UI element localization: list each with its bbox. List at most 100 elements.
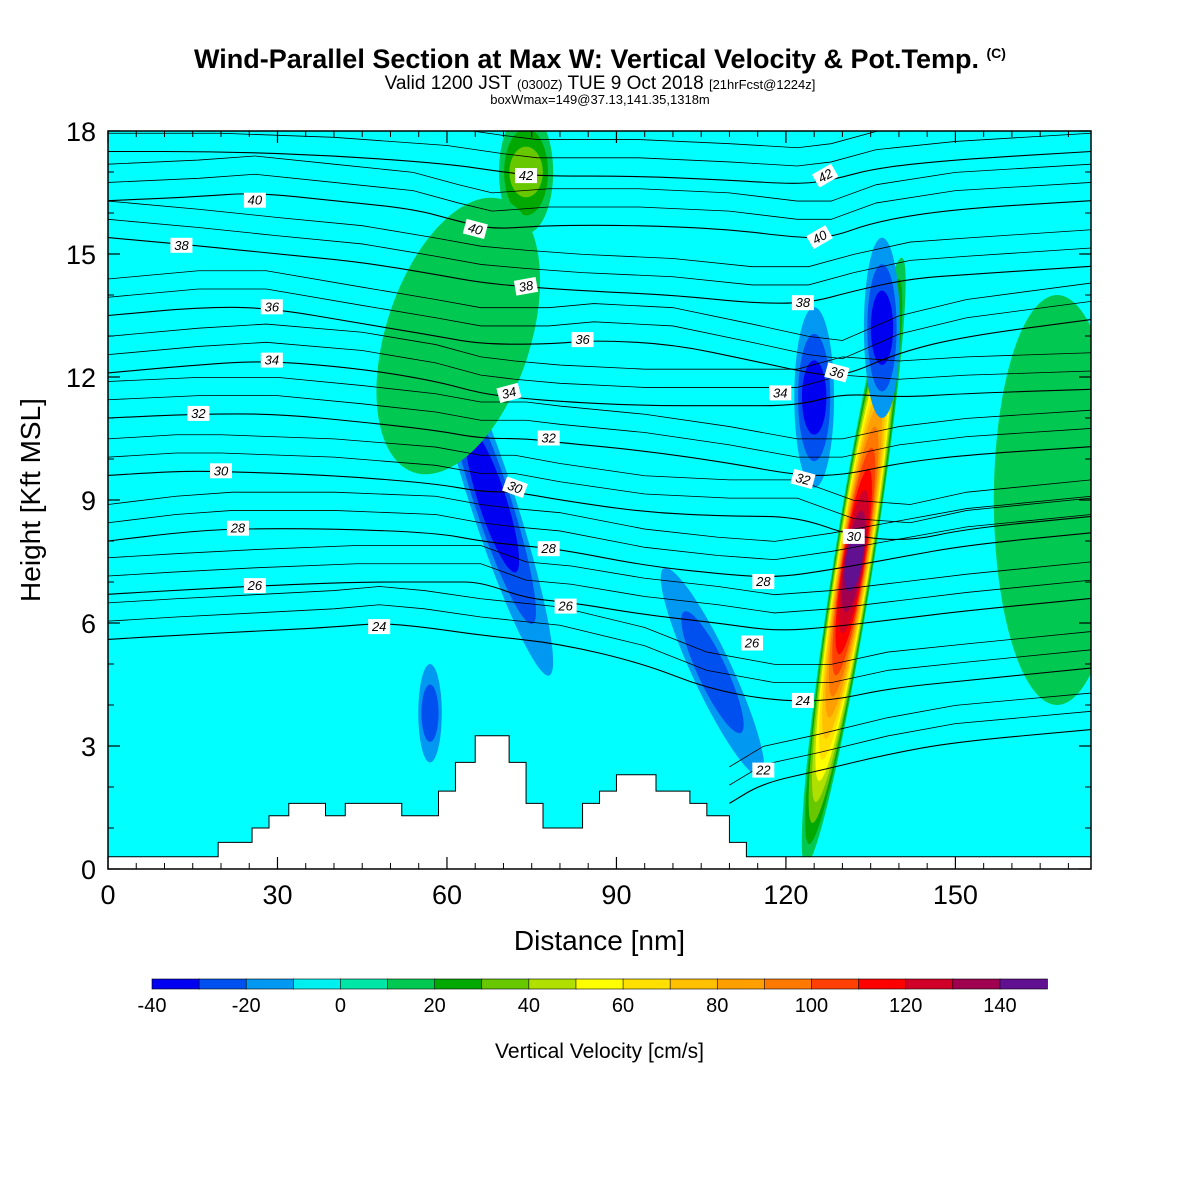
contour-label-bg <box>462 218 488 240</box>
x-tick-label: 60 <box>432 880 462 910</box>
contour-label: 40 <box>248 193 263 208</box>
y-tick-label: 0 <box>81 855 96 885</box>
theta-minor-contour <box>108 200 1091 268</box>
theta-minor-contour <box>108 341 1091 388</box>
theta-minor-contour <box>108 395 1091 458</box>
y-axis-title: Height [Kft MSL] <box>15 398 46 602</box>
theta-minor-contour <box>108 218 1091 286</box>
theta-minor-contour <box>108 545 1091 596</box>
colorbar-swatch <box>387 978 436 990</box>
colorbar-swatch <box>811 978 860 990</box>
contour-label-bg <box>769 385 792 401</box>
contour-label-group: 38 <box>513 277 539 296</box>
contour-label-bg <box>811 163 839 188</box>
contour-label: 32 <box>191 406 206 421</box>
w-level-band <box>681 611 744 734</box>
vertical-velocity-field <box>376 131 1091 866</box>
contour-label: 28 <box>230 521 246 536</box>
contour-label-group: 32 <box>790 468 816 490</box>
w-feature-5 <box>418 664 442 763</box>
colorbar-tick-label: 20 <box>424 995 446 1017</box>
contour-label: 42 <box>519 168 534 183</box>
potential-temperature-contours <box>108 131 1091 804</box>
contour-label: 26 <box>557 599 573 614</box>
w-level-band <box>465 427 520 573</box>
contour-label-bg <box>243 578 266 594</box>
colorbar-swatch <box>764 978 813 990</box>
contour-label: 38 <box>174 238 189 253</box>
contour-label-group: 26 <box>243 578 266 594</box>
colorbar-swatch <box>622 978 671 990</box>
y-tick-label: 12 <box>66 363 96 393</box>
y-tick-label: 18 <box>66 117 96 147</box>
contour-label-bg <box>260 352 283 368</box>
contour-label-group: 36 <box>571 332 594 348</box>
y-tick-label: 3 <box>81 732 96 762</box>
copyright-mark: (C) <box>986 45 1006 61</box>
colorbar-tick-label: 140 <box>983 995 1016 1017</box>
contour-label-bg <box>513 277 539 296</box>
date-label: TUE 9 Oct 2018 <box>567 73 704 94</box>
contour-label-group: 24 <box>791 692 814 708</box>
contour-label: 24 <box>371 619 386 634</box>
contour-label-bg <box>554 598 577 614</box>
colorbar-swatch <box>905 978 954 990</box>
theta-minor-contour <box>108 563 1091 614</box>
theta-minor-contour <box>108 491 1091 542</box>
theta-contour-24 <box>108 623 1091 702</box>
w-feature-8 <box>993 295 1091 705</box>
contour-label: 36 <box>828 363 847 381</box>
contour-label-group: 28 <box>226 520 249 536</box>
contour-label: 30 <box>506 478 525 497</box>
colorbar-swatch <box>245 978 295 990</box>
w-level-band <box>801 360 827 435</box>
contour-label-bg <box>209 463 232 479</box>
contour-label-bg <box>226 520 249 536</box>
contour-label: 28 <box>540 541 556 556</box>
contour-label: 36 <box>575 332 590 347</box>
contour-label-bg <box>842 528 865 544</box>
theta-contour-42 <box>108 150 1091 184</box>
contour-label-group: 30 <box>842 528 865 544</box>
x-tick-label: 0 <box>100 880 115 910</box>
contour-label: 32 <box>794 470 813 488</box>
theta-minor-contour <box>108 452 1091 524</box>
contour-label-group: 28 <box>537 541 560 557</box>
plot-clip-group: 22 24 24 26 26 26 28 28 28 30 30 30 32 32 32 34 34 34 36 36… <box>108 131 1091 869</box>
theta-minor-contour <box>108 173 1091 220</box>
contour-label-group: 34 <box>496 382 522 404</box>
y-tick-label: 15 <box>66 240 96 270</box>
w-feature-2 <box>794 307 835 488</box>
x-tick-label: 30 <box>262 880 292 910</box>
contour-label-group: 28 <box>752 574 775 589</box>
w-feature-3 <box>863 237 901 418</box>
x-tick-label: 90 <box>601 880 631 910</box>
forecast-label: [21hrFcst@1224z] <box>708 77 816 92</box>
contour-label-bg <box>806 225 833 250</box>
contour-label-group: 24 <box>368 619 391 635</box>
x-axis-title: Distance [nm] <box>514 925 685 956</box>
contour-label-group: 26 <box>741 635 764 651</box>
contour-label-group: 22 <box>752 762 775 778</box>
contour-label-group: 40 <box>243 192 266 208</box>
contour-label: 26 <box>247 578 263 593</box>
colorbar-swatch <box>858 978 907 990</box>
contour-label-group: 30 <box>209 463 232 479</box>
theta-minor-contour <box>108 270 1091 341</box>
contour-label: 24 <box>795 693 810 708</box>
contour-label-group: 32 <box>187 405 210 421</box>
theta-contour-36 <box>108 306 1091 376</box>
theta-minor-contour <box>729 692 1091 768</box>
colorbar: -40 -20 0 20 40 60 80 100 120 140 Vertical Velocit… <box>138 978 1048 1063</box>
contour-label-bg <box>791 295 814 311</box>
utc-label: (0300Z) <box>516 77 563 92</box>
theta-minor-contour <box>108 434 1091 505</box>
colorbar-tick-label: -40 <box>138 995 167 1017</box>
contour-label: 34 <box>265 353 279 368</box>
contour-label-group: 26 <box>554 598 577 614</box>
colorbar-swatch <box>481 978 530 990</box>
colorbar-tick-label: 40 <box>518 995 540 1017</box>
box-max-info: boxWmax=149@37.13,141.35,1318m <box>490 92 710 107</box>
contour-label-group: 40 <box>462 218 488 240</box>
contour-label-group: 38 <box>170 237 193 253</box>
